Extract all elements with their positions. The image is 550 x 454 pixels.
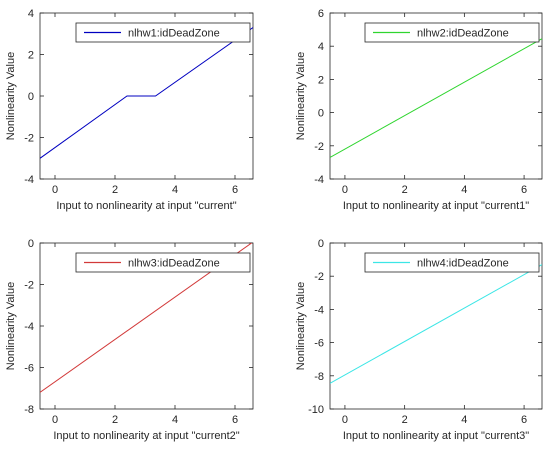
y-tick-label: 2 — [28, 50, 34, 62]
legend: nlhw2:idDeadZone — [364, 22, 540, 43]
series-line — [330, 264, 542, 384]
x-tick-label: 2 — [112, 184, 118, 196]
legend: nlhw1:idDeadZone — [75, 22, 251, 43]
y-tick-label: 6 — [318, 8, 324, 20]
x-tick-label: 6 — [521, 414, 527, 426]
y-tick-label: 2 — [318, 74, 324, 86]
y-tick-label: -4 — [24, 321, 34, 333]
legend-box — [364, 252, 540, 273]
x-tick-label: 0 — [52, 184, 58, 196]
series-line — [330, 38, 542, 158]
x-tick-label: 2 — [402, 184, 408, 196]
series-line — [40, 27, 253, 159]
y-tick-label: -2 — [24, 133, 34, 145]
y-tick-label: -10 — [308, 404, 324, 416]
legend: nlhw4:idDeadZone — [364, 252, 540, 273]
y-tick-label: -2 — [314, 141, 324, 153]
legend: nlhw3:idDeadZone — [75, 252, 251, 273]
x-axis-label: Input to nonlinearity at input "current1… — [343, 200, 529, 212]
x-axis-label: Input to nonlinearity at input "current2… — [53, 430, 239, 442]
y-axis-label: Nonlinearity Value — [295, 52, 307, 140]
y-tick-label: 4 — [28, 8, 34, 20]
x-tick-label: 6 — [232, 184, 238, 196]
y-axis-label: Nonlinearity Value — [5, 282, 17, 370]
y-tick-label: 0 — [318, 238, 324, 250]
x-tick-label: 0 — [52, 414, 58, 426]
y-tick-label: -4 — [314, 174, 324, 186]
subplot-4: 0 2 4 6 -10 -8 -6 -4 -2 0 Input to nonlinearity at… — [295, 238, 543, 442]
legend-entry: nlhw3:idDeadZone — [128, 258, 220, 270]
legend-entry: nlhw2:idDeadZone — [417, 28, 509, 40]
y-tick-label: -4 — [314, 304, 324, 316]
x-tick-label: 2 — [112, 414, 118, 426]
legend-entry: nlhw4:idDeadZone — [417, 258, 509, 270]
x-tick-label: 4 — [461, 184, 467, 196]
y-axis-label: Nonlinearity Value — [295, 282, 307, 370]
y-tick-label: -6 — [24, 363, 34, 375]
y-tick-label: 0 — [318, 108, 324, 120]
subplot-2: 0 2 4 6 -4 -2 0 2 4 6 Input to nonlinearity at inp… — [295, 8, 543, 212]
subplot-1: 0 2 4 6 -4 -2 0 2 4 Input to nonlinearity at inpu… — [5, 8, 254, 212]
subplot-3: 0 2 4 6 -8 -6 -4 -2 0 Input to nonlinearity at in… — [5, 238, 254, 442]
legend-box — [75, 252, 251, 273]
x-tick-label: 4 — [172, 184, 178, 196]
y-axis-label: Nonlinearity Value — [5, 52, 17, 140]
y-tick-label: -8 — [314, 371, 324, 383]
x-tick-label: 4 — [172, 414, 178, 426]
x-axis-label: Input to nonlinearity at input "current" — [56, 200, 236, 212]
legend-entry: nlhw1:idDeadZone — [128, 28, 220, 40]
legend-box — [75, 22, 251, 43]
y-tick-label: 0 — [28, 238, 34, 250]
y-tick-label: 0 — [28, 91, 34, 103]
x-tick-label: 2 — [402, 414, 408, 426]
y-tick-label: -2 — [24, 280, 34, 292]
y-tick-label: -6 — [314, 338, 324, 350]
x-tick-label: 4 — [461, 414, 467, 426]
y-tick-label: -4 — [24, 174, 34, 186]
x-tick-label: 6 — [232, 414, 238, 426]
legend-box — [364, 22, 540, 43]
y-tick-label: -8 — [24, 404, 34, 416]
y-tick-label: -2 — [314, 271, 324, 283]
x-tick-label: 0 — [342, 414, 348, 426]
y-tick-label: 4 — [318, 41, 324, 53]
x-axis-label: Input to nonlinearity at input "current3… — [343, 430, 529, 442]
x-tick-label: 6 — [521, 184, 527, 196]
x-tick-label: 0 — [342, 184, 348, 196]
